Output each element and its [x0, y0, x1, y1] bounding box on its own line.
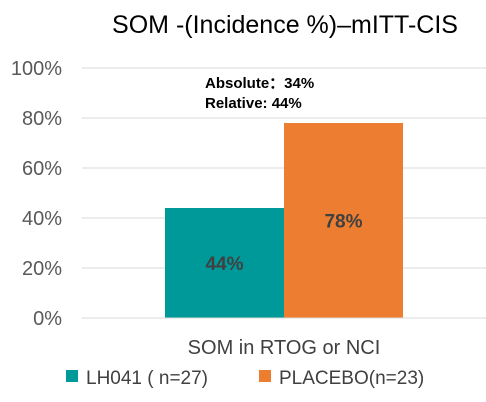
y-tick-label: 60%: [22, 158, 62, 180]
annotation-absolute: Absolute：34%: [205, 75, 314, 92]
y-tick-label: 0%: [33, 308, 62, 330]
legend-label-placebo: PLACEBO(n=23): [279, 368, 424, 389]
data-labels: 44% 78%: [205, 212, 362, 276]
y-axis-ticks: 0% 20% 40% 60% 80% 100%: [11, 58, 62, 330]
y-tick-label: 20%: [22, 258, 62, 280]
chart-title: SOM -(Incidence %)–mITT-CIS: [112, 11, 458, 39]
data-label-placebo: 78%: [324, 212, 362, 233]
data-label-lh041: 44%: [205, 254, 243, 275]
annotation-relative: Relative: 44%: [205, 95, 302, 112]
bar-placebo: [284, 123, 403, 318]
y-tick-label: 80%: [22, 108, 62, 130]
bar-lh041: [165, 208, 284, 318]
category-label: SOM in RTOG or NCI: [188, 337, 381, 359]
y-tick-label: 40%: [22, 208, 62, 230]
legend: LH041 ( n=27) PLACEBO(n=23): [66, 368, 424, 389]
legend-swatch-placebo: [259, 370, 271, 382]
y-tick-label: 100%: [11, 58, 62, 80]
legend-swatch-lh041: [66, 370, 78, 382]
legend-label-lh041: LH041 ( n=27): [86, 368, 208, 389]
bars: [165, 123, 403, 318]
